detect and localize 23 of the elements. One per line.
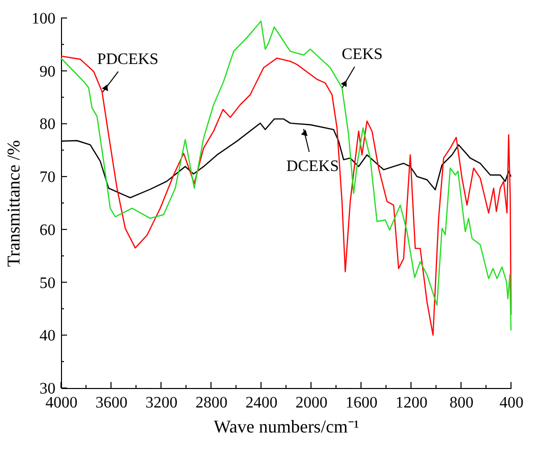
y-tick-label: 100 xyxy=(32,10,56,28)
y-tick-label: 50 xyxy=(40,274,56,292)
y-tick-label: 80 xyxy=(40,116,56,134)
x-tick-label: 800 xyxy=(450,394,474,412)
x-tick-label: 4000 xyxy=(46,394,78,412)
y-tick-label: 60 xyxy=(40,222,56,239)
annotation: CEKS xyxy=(342,46,383,63)
x-tick-label: 3600 xyxy=(96,394,128,412)
x-tick-label: 1600 xyxy=(346,394,378,412)
y-tick-label: 30 xyxy=(40,380,56,398)
x-tick-label: 2000 xyxy=(296,394,328,412)
annotation: DCEKS xyxy=(286,158,339,175)
x-tick-label: 400 xyxy=(500,394,524,412)
x-tick-label: 2800 xyxy=(196,394,228,412)
y-tick-label: 70 xyxy=(40,169,56,186)
y-tick-label: 90 xyxy=(40,63,56,80)
annotation: PDCEKS xyxy=(97,51,158,68)
x-tick-label: 2400 xyxy=(246,394,278,412)
y-axis-title: Transmittance /% xyxy=(4,140,24,267)
x-tick-label: 1200 xyxy=(396,394,428,412)
y-tick-label: 40 xyxy=(40,328,56,345)
x-tick-label: 3200 xyxy=(146,394,178,412)
x-axis-title: Wave numbers/cm⁻¹ xyxy=(214,416,360,436)
